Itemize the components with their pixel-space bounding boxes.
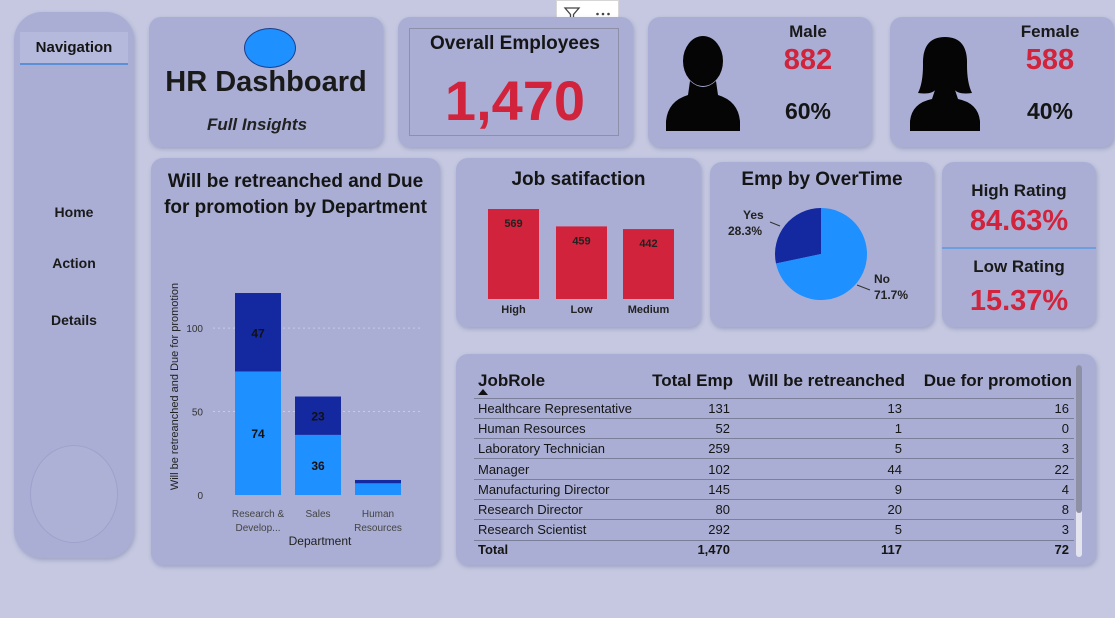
- bar-retrenched: [295, 434, 341, 495]
- navigation-panel: Navigation Home Action Details: [14, 12, 134, 558]
- female-silhouette-icon: [910, 37, 980, 131]
- table-scroll-thumb[interactable]: [1076, 365, 1082, 513]
- column-header-total-emp[interactable]: Total Emp: [652, 370, 733, 390]
- x-tick-label: Research & Develop...: [232, 509, 285, 534]
- overtime-card[interactable]: Emp by OverTime Yes 28.3% No 71.7%: [710, 162, 934, 327]
- table-row[interactable]: Laboratory Technician 259 5 3: [474, 438, 1074, 459]
- low-rating-label: Low Rating: [973, 257, 1065, 276]
- table-row[interactable]: Research Director 80 20 8: [474, 498, 1074, 520]
- pie-slice-yes: [775, 208, 821, 264]
- overall-employees-frame: Overall Employees 1,470: [409, 28, 619, 136]
- department-chart-card[interactable]: Will be retreanched and Due for promotio…: [151, 158, 440, 565]
- bar-data-label: 459: [572, 235, 590, 247]
- table-row[interactable]: Healthcare Representative 131 13 16: [474, 397, 1074, 419]
- navigation-title: Navigation: [20, 32, 128, 65]
- logo-blob-icon: [244, 28, 296, 68]
- jobrole-table: JobRole Total Emp Will be retreanched Du…: [474, 364, 1074, 559]
- nav-details-button[interactable]: Details: [51, 312, 97, 328]
- rating-divider: [942, 247, 1096, 249]
- bar-data-label: 442: [639, 238, 657, 250]
- x-axis-label: Department: [289, 534, 352, 548]
- x-tick-label: Sales: [305, 509, 330, 520]
- bar-data-label: 74: [251, 427, 265, 441]
- bar-data-label: 23: [311, 410, 325, 424]
- department-chart: 0 50 100 Will be retreanched and Due for pr…: [169, 283, 423, 548]
- more-options-icon[interactable]: [588, 1, 619, 26]
- male-count: 882: [783, 44, 833, 76]
- male-label: Male: [789, 22, 827, 41]
- job-satisfaction-title: Job satifaction: [511, 169, 646, 190]
- pie-value-no: 71.7%: [874, 288, 908, 302]
- female-percent: 40%: [1026, 98, 1074, 124]
- nav-home-button[interactable]: Home: [54, 204, 94, 220]
- x-tick-label: High: [501, 304, 526, 316]
- job-satisfaction-bar: [488, 209, 539, 299]
- bar-data-label: 569: [504, 218, 522, 230]
- overall-employees-value: 1,470: [444, 69, 586, 132]
- table-row[interactable]: Research Scientist 292 5 3: [474, 519, 1074, 541]
- overtime-title: Emp by OverTime: [741, 169, 903, 190]
- table-total-row: Total 1,470 117 72: [474, 539, 1074, 559]
- table-scrollbar[interactable]: [1076, 365, 1082, 557]
- sort-ascending-icon[interactable]: [478, 389, 488, 395]
- high-rating-label: High Rating: [971, 181, 1067, 200]
- nav-decorative-circle: [30, 445, 118, 543]
- bar-data-label: 47: [251, 326, 265, 340]
- overall-employees-card[interactable]: Overall Employees 1,470: [398, 17, 633, 147]
- bar-promotion: [295, 396, 341, 435]
- x-tick-label: Human Resources: [354, 509, 402, 534]
- rating-card[interactable]: High Rating 84.63% Low Rating 15.37%: [942, 162, 1096, 327]
- bar-data-label: 36: [311, 459, 325, 473]
- y-tick-label: 100: [186, 324, 203, 335]
- jobrole-table-card: JobRole Total Emp Will be retreanched Du…: [456, 354, 1096, 565]
- pie-leader-line: [856, 284, 871, 291]
- y-tick-label: 0: [197, 491, 203, 502]
- high-rating-value: 84.63%: [969, 205, 1069, 237]
- female-count: 588: [1025, 44, 1075, 76]
- column-header-promotion[interactable]: Due for promotion: [923, 370, 1072, 390]
- bar-retrenched: [355, 483, 401, 495]
- male-silhouette-icon: [666, 36, 740, 131]
- overall-employees-label: Overall Employees: [429, 33, 601, 54]
- pie-label-no: No: [874, 272, 890, 286]
- job-satisfaction-bar: [623, 229, 674, 299]
- bar-promotion: [235, 293, 281, 372]
- x-tick-label: Medium: [628, 304, 670, 316]
- page-subtitle: Full Insights: [206, 115, 308, 134]
- pie-leader-line: [769, 221, 781, 227]
- job-satisfaction-bar: [556, 226, 607, 299]
- nav-action-button[interactable]: Action: [52, 255, 96, 271]
- table-row[interactable]: Manager 102 44 22: [474, 458, 1074, 480]
- male-percent: 60%: [784, 98, 832, 124]
- bar-promotion: [355, 479, 401, 484]
- page-title: HR Dashboard: [165, 66, 367, 98]
- male-card[interactable]: Male 882 60%: [648, 17, 872, 147]
- y-axis-label: Will be retreanched and Due for promotio…: [169, 283, 181, 490]
- bar-retrenched: [235, 371, 281, 495]
- column-header-jobrole[interactable]: JobRole: [474, 364, 644, 398]
- pie-slice-no: [775, 208, 867, 300]
- job-satisfaction-chart: 569 High 459 Low 442 Medium: [488, 209, 674, 316]
- table-row[interactable]: Manufacturing Director 145 9 4: [474, 478, 1074, 500]
- dashboard-title-card: HR Dashboard Full Insights: [149, 17, 383, 147]
- x-tick-label: Low: [571, 304, 593, 316]
- department-chart-title: Will be retreanched and Due for promotio…: [164, 171, 427, 218]
- column-header-retrenched[interactable]: Will be retreanched: [748, 370, 905, 390]
- female-card[interactable]: Female 588 40%: [890, 17, 1114, 147]
- job-satisfaction-card[interactable]: Job satifaction 569 High 459 Low 442 Medium: [456, 158, 701, 327]
- pie-value-yes: 28.3%: [728, 224, 762, 238]
- table-row[interactable]: Human Resources 52 1 0: [474, 417, 1074, 439]
- y-tick-label: 50: [192, 408, 204, 419]
- pie-label-yes: Yes: [743, 208, 764, 222]
- low-rating-value: 15.37%: [969, 285, 1069, 317]
- female-label: Female: [1020, 22, 1080, 41]
- overtime-pie-chart: Yes 28.3% No 71.7%: [728, 208, 908, 302]
